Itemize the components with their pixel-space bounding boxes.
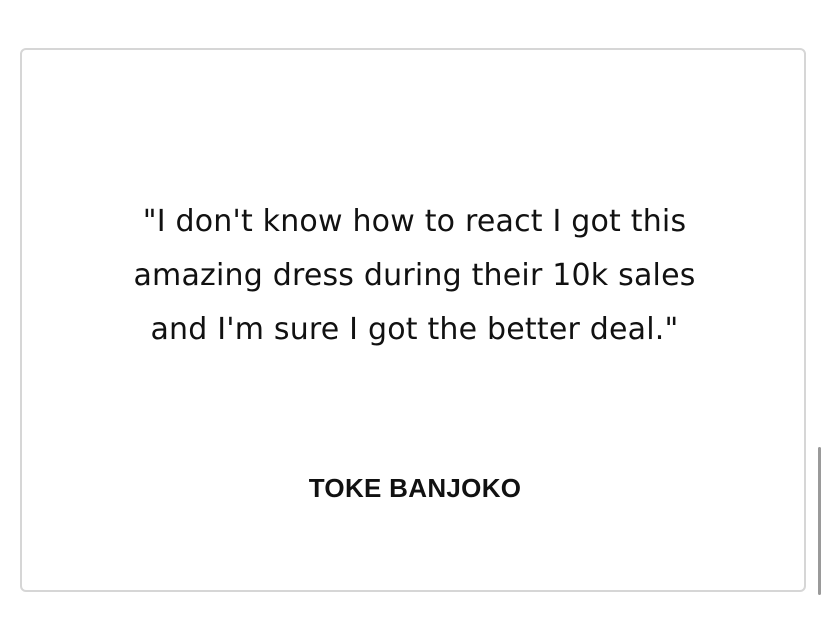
scrollbar-thumb[interactable] [818,447,821,595]
testimonial-card: "I don't know how to react I got this am… [20,48,806,592]
testimonial-quote: "I don't know how to react I got this am… [133,204,696,347]
testimonial-author: TOKE BANJOKO [308,473,522,503]
